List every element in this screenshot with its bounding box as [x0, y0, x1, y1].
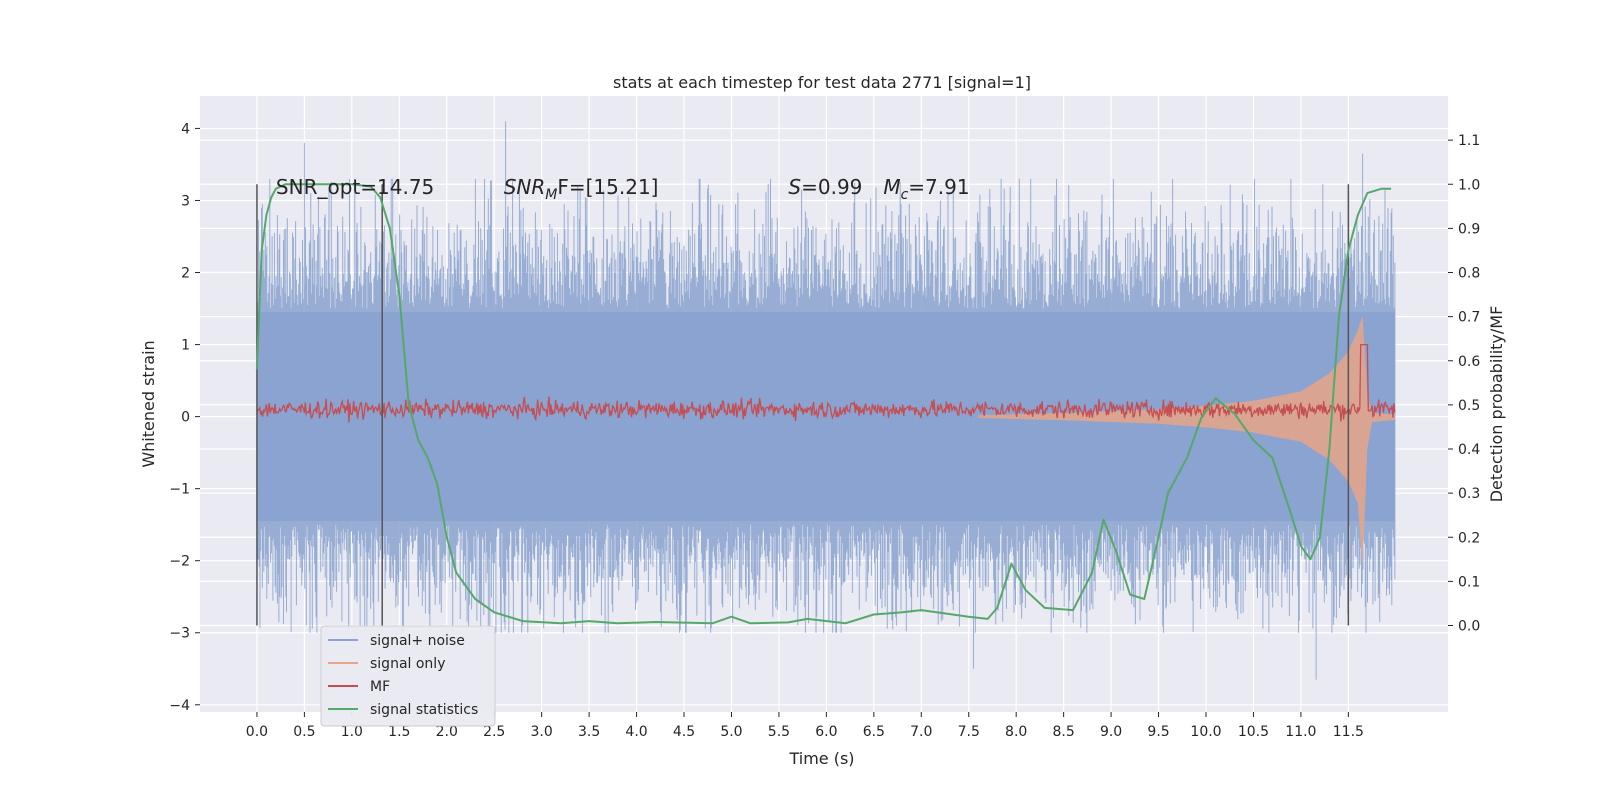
- y-tick-label-7: −3: [169, 626, 190, 642]
- signal-only-envelope: [978, 315, 1395, 568]
- x-tick-label-16: 8.0: [1005, 724, 1027, 740]
- y-axis-right-label: Detection probability/MF: [1487, 306, 1506, 503]
- y-axis-label: Whitened strain: [139, 340, 158, 467]
- y-right-tick-label-2: 0.9: [1458, 221, 1480, 237]
- x-tick-label-18: 9.0: [1100, 724, 1122, 740]
- legend-label-signal-statistics: signal statistics: [370, 702, 478, 718]
- y-right-tick-label-10: 0.1: [1458, 574, 1480, 590]
- y-tick-label-4: 0: [181, 410, 190, 426]
- x-tick-label-22: 11.0: [1285, 724, 1316, 740]
- y-tick-label-6: −2: [169, 554, 190, 570]
- annotation-1-subscript: M: [545, 187, 557, 203]
- detection-window-lines: [256, 184, 1350, 626]
- y-right-tick-label-1: 1.0: [1458, 177, 1480, 193]
- annotation-1-symbol: SNR: [504, 175, 546, 199]
- annotation-2-symbol: S: [788, 175, 801, 199]
- y-tick-label-3: 1: [181, 338, 190, 354]
- y-right-tick-label-3: 0.8: [1458, 266, 1480, 282]
- x-tick-label-6: 3.0: [531, 724, 553, 740]
- x-tick-label-17: 8.5: [1053, 724, 1075, 740]
- signal-statistics-line: [255, 183, 1392, 625]
- x-tick-label-23: 11.5: [1333, 724, 1364, 740]
- annotation-1-value: F=[15.21]: [557, 175, 658, 199]
- annotation-0: SNR_opt=14.75: [276, 175, 434, 199]
- axes: 0.0 0.5 1.0 1.5 2.0 2.5 3.0 3.5 4.0 4.5 5.0 5.5 6.0 6…: [169, 121, 1480, 740]
- annotation-2-value: =0.99: [801, 175, 862, 199]
- x-axis-label: Time (s): [788, 749, 854, 768]
- legend-box: [320, 625, 496, 727]
- series-signal-statistics: [255, 183, 1392, 625]
- y-right-tick-label-4: 0.7: [1458, 310, 1480, 326]
- annotation-3-symbol: M: [883, 175, 900, 199]
- x-tick-label-21: 10.5: [1238, 724, 1269, 740]
- y-tick-label-1: 3: [181, 193, 190, 209]
- x-tick-label-3: 1.5: [388, 724, 410, 740]
- legend-label-signal-noise: signal+ noise: [370, 633, 465, 649]
- y-right-tick-label-6: 0.5: [1458, 398, 1480, 414]
- x-tick-label-20: 10.0: [1190, 724, 1221, 740]
- x-tick-label-4: 2.0: [436, 724, 458, 740]
- annotations: SNR_opt=14.75 SNRMF=[15.21] S=0.99 Mc=7.91: [276, 175, 970, 203]
- x-tick-label-5: 2.5: [483, 724, 505, 740]
- x-tick-label-11: 5.5: [768, 724, 790, 740]
- x-tick-label-0: 0.0: [246, 724, 268, 740]
- x-tick-label-15: 7.5: [958, 724, 980, 740]
- y-right-tick-label-9: 0.2: [1458, 530, 1480, 546]
- y-right-tick-label-0: 1.1: [1458, 133, 1480, 149]
- y-right-tick-label-7: 0.4: [1458, 442, 1480, 458]
- y-right-tick-label-5: 0.6: [1458, 354, 1480, 370]
- y-right-tick-label-11: 0.0: [1458, 619, 1480, 635]
- y-tick-label-2: 2: [181, 266, 190, 282]
- x-tick-label-19: 9.5: [1147, 724, 1169, 740]
- series-signal-only: [978, 315, 1395, 568]
- annotation-3-value: =7.91: [908, 175, 969, 199]
- y-tick-label-8: −4: [169, 698, 190, 714]
- x-tick-label-7: 3.5: [578, 724, 600, 740]
- series-mf: [256, 343, 1396, 423]
- chart-title: stats at each timestep for test data 277…: [613, 73, 1031, 92]
- x-tick-label-1: 0.5: [293, 724, 315, 740]
- annotation-3-subscript: c: [901, 187, 909, 203]
- x-tick-label-10: 5.0: [720, 724, 742, 740]
- x-tick-label-14: 7.0: [910, 724, 932, 740]
- x-tick-label-12: 6.0: [815, 724, 837, 740]
- x-tick-label-9: 4.5: [673, 724, 695, 740]
- annotation-1: SNRMF=[15.21]: [504, 175, 659, 203]
- y-tick-label-0: 4: [181, 121, 190, 137]
- annotation-2: S=0.99: [788, 175, 862, 199]
- x-tick-label-2: 1.0: [341, 724, 363, 740]
- legend: signal+ noise signal only MF signal stat…: [320, 625, 496, 727]
- legend-label-signal-only: signal only: [370, 656, 445, 672]
- x-tick-label-13: 6.5: [863, 724, 885, 740]
- y-tick-label-5: −1: [169, 482, 190, 498]
- x-tick-label-8: 4.0: [625, 724, 647, 740]
- legend-label-mf: MF: [370, 679, 390, 695]
- annotation-3: Mc=7.91: [883, 175, 969, 203]
- mf-trace: [256, 343, 1396, 423]
- y-right-tick-label-8: 0.3: [1458, 486, 1480, 502]
